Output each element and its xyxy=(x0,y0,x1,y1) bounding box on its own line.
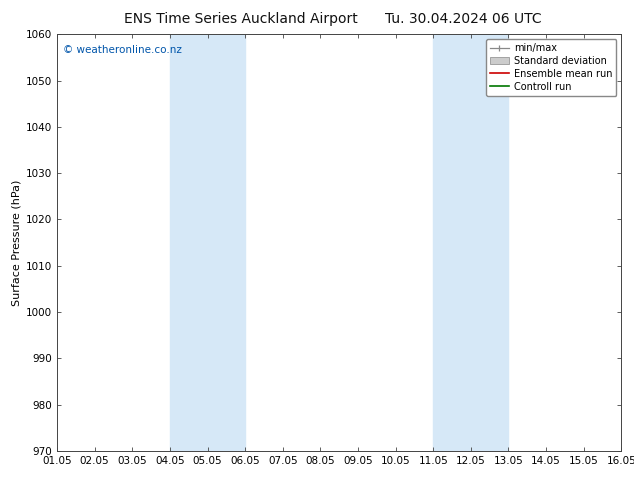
Text: Tu. 30.04.2024 06 UTC: Tu. 30.04.2024 06 UTC xyxy=(384,12,541,26)
Legend: min/max, Standard deviation, Ensemble mean run, Controll run: min/max, Standard deviation, Ensemble me… xyxy=(486,39,616,96)
Bar xyxy=(170,34,245,451)
Bar xyxy=(433,34,508,451)
Text: ENS Time Series Auckland Airport: ENS Time Series Auckland Airport xyxy=(124,12,358,26)
Y-axis label: Surface Pressure (hPa): Surface Pressure (hPa) xyxy=(12,179,22,306)
Text: © weatheronline.co.nz: © weatheronline.co.nz xyxy=(63,45,181,55)
